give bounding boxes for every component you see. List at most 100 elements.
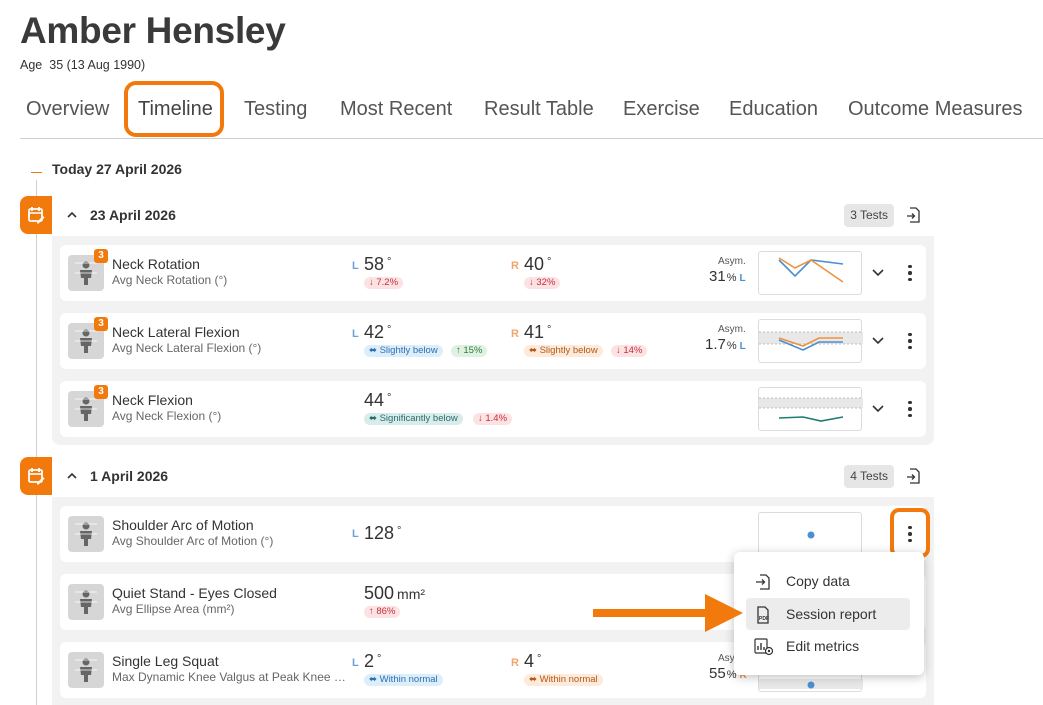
session-group: 23 April 2026 3 Tests 3 Neck Rotation Av…: [20, 196, 934, 445]
trend-sparkline[interactable]: [758, 387, 863, 431]
count-badge: 3: [94, 317, 108, 331]
more-options-icon[interactable]: [902, 523, 918, 545]
menu-item-copy-data[interactable]: Copy data: [746, 565, 910, 597]
right-value: 4 °: [524, 651, 542, 671]
svg-text:PDF: PDF: [759, 616, 769, 622]
tab-education[interactable]: Education: [729, 98, 818, 120]
menu-item-edit-metrics[interactable]: Edit metrics: [746, 630, 910, 662]
norm-chip: ⬌ Slightly below: [524, 345, 603, 357]
test-name: Shoulder Arc of Motion: [112, 517, 254, 533]
left-value: 42 °: [364, 322, 392, 342]
session-header[interactable]: 1 April 2026 4 Tests: [20, 457, 934, 497]
patient-age: Age 35 (13 Aug 1990): [20, 58, 145, 72]
left-side-label: L: [352, 528, 359, 540]
context-menu: Copy data PDF Session report Edit metric…: [734, 552, 924, 675]
tab-most-recent[interactable]: Most Recent: [340, 98, 453, 120]
left-value: 2 °: [364, 651, 382, 671]
test-name: Neck Rotation: [112, 256, 200, 272]
left-side-label: L: [352, 328, 359, 340]
edit-metrics-icon: [754, 638, 774, 656]
change-chip: ↓ 1.4%: [473, 413, 513, 425]
more-options-icon[interactable]: [902, 398, 918, 420]
tab-bar: Overview Timeline Testing Most Recent Re…: [20, 81, 1043, 139]
test-name: Quiet Stand - Eyes Closed: [112, 585, 277, 601]
timeline-tab-highlight: [124, 81, 224, 137]
change-chip: ↑ 15%: [451, 345, 488, 357]
test-name: Neck Flexion: [112, 392, 193, 408]
more-options-icon[interactable]: [902, 262, 918, 284]
menu-item-label: Copy data: [786, 573, 850, 589]
export-icon[interactable]: [906, 468, 920, 484]
test-metric: Avg Neck Lateral Flexion (°): [112, 341, 262, 355]
more-options-icon[interactable]: [902, 330, 918, 352]
tab-exercise[interactable]: Exercise: [623, 98, 700, 120]
test-metric: Avg Neck Flexion (°): [112, 409, 222, 423]
metric-value: 44 °: [364, 390, 392, 410]
change-chip: ↑ 86%: [364, 606, 401, 618]
test-name: Neck Lateral Flexion: [112, 324, 240, 340]
tab-overview[interactable]: Overview: [26, 98, 110, 120]
today-marker: [31, 172, 42, 173]
body-figure-icon: [68, 255, 104, 291]
tests-count-badge: 3 Tests: [844, 204, 894, 227]
body-figure-icon: [68, 584, 104, 620]
patient-name: Amber Hensley: [20, 10, 286, 51]
test-metric: Avg Shoulder Arc of Motion (°): [112, 534, 274, 548]
chevron-down-icon[interactable]: [870, 332, 886, 348]
export-icon[interactable]: [906, 207, 920, 223]
right-side-label: R: [511, 657, 519, 669]
norm-chip: ⬌ Within normal: [364, 674, 443, 686]
tab-result-table[interactable]: Result Table: [484, 98, 594, 120]
norm-chip: ⬌ Slightly below: [364, 345, 443, 357]
chevron-up-icon[interactable]: [65, 469, 79, 483]
session-date: 1 April 2026: [90, 468, 169, 484]
age-label: Age: [20, 58, 43, 72]
asymmetry-label: Asym.: [718, 256, 746, 267]
chevron-down-icon[interactable]: [870, 264, 886, 280]
change-chip: ↓ 7.2%: [364, 277, 404, 289]
menu-item-label: Edit metrics: [786, 638, 860, 654]
test-row[interactable]: 3 Neck Rotation Avg Neck Rotation (°) L …: [60, 245, 926, 301]
age-value: 35 (13 Aug 1990): [49, 58, 146, 72]
tab-outcome-measures[interactable]: Outcome Measures: [848, 98, 1023, 120]
session-header[interactable]: 23 April 2026 3 Tests: [20, 196, 934, 236]
calendar-edit-icon: [20, 196, 52, 234]
trend-sparkline[interactable]: [758, 512, 862, 556]
tab-testing[interactable]: Testing: [244, 98, 308, 120]
test-name: Single Leg Squat: [112, 653, 219, 669]
right-side-label: R: [511, 328, 519, 340]
body-figure-icon: [68, 652, 104, 688]
asymmetry-value: 55% R: [709, 665, 747, 682]
chevron-down-icon[interactable]: [870, 400, 886, 416]
right-value: 40 °: [524, 254, 552, 274]
menu-item-session-report[interactable]: PDF Session report: [746, 598, 910, 630]
left-value: 58 °: [364, 254, 392, 274]
today-label: Today 27 April 2026: [52, 161, 182, 177]
copy-data-icon: [756, 574, 770, 590]
asymmetry-label: Asy: [718, 653, 735, 664]
body-figure-icon: [68, 516, 104, 552]
asymmetry-value: 31% L: [709, 268, 746, 285]
asymmetry-label: Asym.: [718, 324, 746, 335]
menu-item-label: Session report: [786, 606, 877, 622]
kebab-highlight: [890, 508, 930, 558]
trend-sparkline[interactable]: [758, 251, 862, 295]
tests-count-badge: 4 Tests: [844, 465, 894, 488]
test-row[interactable]: 3 Neck Flexion Avg Neck Flexion (°) 44 ° …: [60, 381, 926, 437]
test-metric: Avg Ellipse Area (mm²): [112, 602, 235, 616]
chevron-up-icon[interactable]: [65, 208, 79, 222]
norm-chip: ⬌ Within normal: [524, 674, 603, 686]
change-chip: ↓ 32%: [524, 277, 561, 289]
count-badge: 3: [94, 385, 108, 399]
change-chip: ↓ 14%: [611, 345, 648, 357]
test-row[interactable]: 3 Neck Lateral Flexion Avg Neck Lateral …: [60, 313, 926, 369]
left-side-label: L: [352, 260, 359, 272]
right-side-label: R: [511, 260, 519, 272]
tab-timeline[interactable]: Timeline: [138, 98, 213, 120]
timeline-line: [36, 180, 37, 705]
left-side-label: L: [352, 657, 359, 669]
trend-sparkline[interactable]: [758, 319, 863, 363]
right-value: 41 °: [524, 322, 552, 342]
test-metric: Avg Neck Rotation (°): [112, 273, 228, 287]
test-metric: Max Dynamic Knee Valgus at Peak Knee Fl.…: [112, 670, 350, 684]
